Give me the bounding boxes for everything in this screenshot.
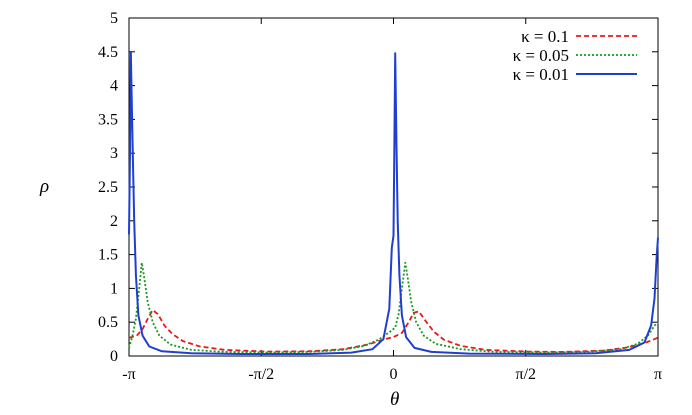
y-tick-label: 3.5 [98,111,118,128]
x-tick-label: π/2 [515,366,536,383]
x-tick-label: 0 [390,366,398,383]
series-line-3 [128,50,659,355]
y-tick-label: 1 [110,280,118,297]
y-axis-label: ρ [39,176,49,197]
y-tick-label: 5 [110,10,118,27]
legend-label: κ = 0.05 [513,46,569,65]
y-tick-label: 1.5 [98,247,118,264]
series-group [128,50,659,355]
x-tick-label: π [654,366,662,383]
x-tick-label: -π [122,366,135,383]
y-tick-label: 4 [110,78,118,95]
legend-label: κ = 0.1 [521,27,569,46]
y-tick-label: 3 [110,145,118,162]
x-tick-label: -π/2 [248,366,274,383]
y-tick-label: 4.5 [98,44,118,61]
legend: κ = 0.1κ = 0.05κ = 0.01 [513,27,637,84]
y-tick-label: 2.5 [98,179,118,196]
legend-label: κ = 0.01 [513,65,569,84]
series-line-2 [128,261,659,354]
tick-labels: 0 0.5 1 1.5 2 2.5 3 3.5 4 4.5 5 -π -π/2 0 π/2 π [98,10,662,383]
y-tick-label: 0 [110,348,118,365]
y-tick-label: 0.5 [98,314,118,331]
x-axis-label: θ [390,389,399,410]
series-line-1 [128,309,659,353]
y-tick-label: 2 [110,213,118,230]
